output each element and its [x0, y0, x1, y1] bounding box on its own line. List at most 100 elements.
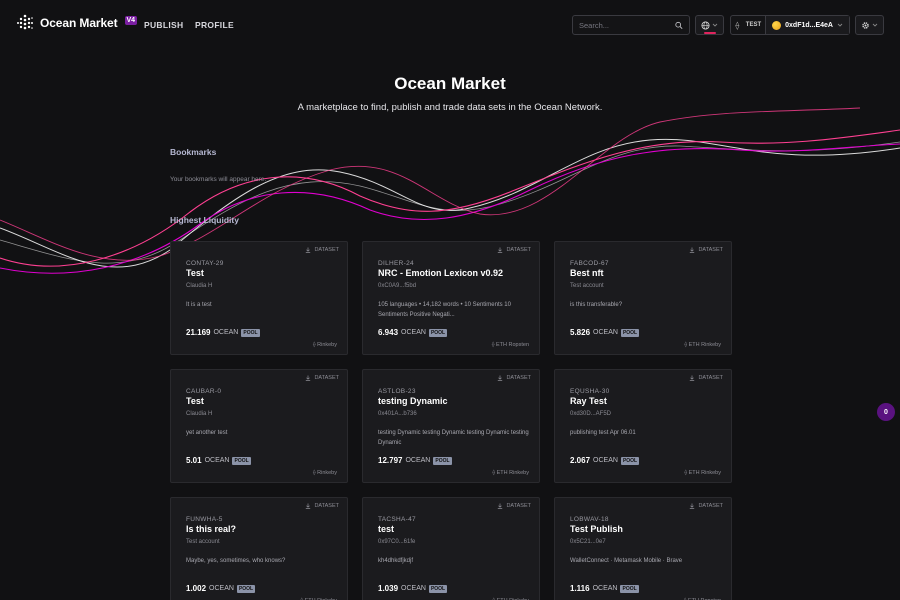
top-navigation-bar: Ocean Market V4 PUBLISH PROFILE ⟠ TEST 0… [0, 0, 900, 50]
asset-title[interactable]: NRC - Emotion Lexicon v0.92 [378, 268, 504, 278]
network-name: ETH Ropsten [688, 598, 721, 600]
download-icon [690, 247, 695, 253]
asset-type-label: DATASET [497, 247, 531, 253]
asset-type-label: DATASET [305, 247, 339, 253]
nav-publish[interactable]: PUBLISH [144, 20, 184, 30]
price-value: 1.116 [570, 584, 590, 593]
price-currency: OCEAN [405, 457, 431, 464]
asset-type: DATASET [314, 375, 339, 381]
datatoken-symbol: DILHER-24 [378, 260, 414, 267]
ethereum-icon: ⟠ [492, 470, 497, 476]
asset-price: 6.943 OCEAN POOL [378, 328, 448, 337]
network-label: ⟠ ETH Rinkeby [492, 598, 529, 600]
download-icon [498, 375, 503, 381]
notification-badge[interactable]: 0 [877, 403, 895, 421]
datatoken-symbol: FABCOD-67 [570, 260, 609, 267]
datatoken-symbol: TACSHA-47 [378, 516, 416, 523]
asset-card[interactable]: DATASET CONTAY-29 Test Claudia H It is a tes… [170, 241, 348, 355]
asset-owner: 0xd30D...AF5D [570, 411, 612, 417]
ethereum-icon: ⟠ [312, 342, 318, 348]
datatoken-symbol: EQUSHA-30 [570, 388, 610, 395]
asset-card[interactable]: DATASET EQUSHA-30 Ray Test 0xd30D...AF5D pub… [554, 369, 732, 483]
asset-owner: Test account [570, 283, 604, 289]
price-currency: OCEAN [401, 329, 426, 336]
asset-title[interactable]: Best nft [570, 268, 604, 278]
datatoken-symbol: FUNWHA-5 [186, 516, 223, 523]
ocean-logo-icon [17, 14, 33, 30]
asset-title[interactable]: Is this real? [186, 524, 237, 534]
asset-type-label: DATASET [305, 503, 339, 509]
network-name: ETH Rinkeby [305, 598, 337, 600]
search-box [572, 15, 690, 35]
asset-owner: 0x5C21...0e7 [570, 539, 606, 545]
network-label: ⟠ ETH Rinkeby [684, 342, 721, 348]
network-label: ⟠ ETH Rinkeby [492, 470, 529, 476]
asset-card[interactable]: DATASET FABCOD-67 Best nft Test account is t… [554, 241, 732, 355]
search-icon[interactable] [675, 21, 683, 30]
asset-type-label: DATASET [689, 503, 723, 509]
search-input[interactable] [579, 20, 675, 30]
asset-title[interactable]: testing Dynamic [378, 396, 448, 406]
asset-description: WalletConnect · Metamask Mobile · Brave [570, 558, 683, 564]
page-subtitle: A marketplace to find, publish and trade… [297, 102, 603, 113]
asset-type: DATASET [506, 375, 531, 381]
asset-card[interactable]: DATASET LOBWAV-18 Test Publish 0x5C21...0e7… [554, 497, 732, 600]
price-value: 5.01 [186, 456, 202, 465]
ocean-market-logo[interactable]: Ocean Market V4 [16, 14, 138, 32]
asset-title[interactable]: test [378, 524, 395, 534]
network-indicator-bar [704, 32, 716, 34]
pool-badge: POOL [232, 456, 251, 465]
asset-type-label: DATASET [689, 247, 723, 253]
asset-title[interactable]: Test [186, 268, 204, 278]
logo-text: Ocean Market [40, 16, 118, 30]
asset-card[interactable]: DATASET ASTLOB-23 testing Dynamic 0x401A...… [362, 369, 540, 483]
network-label: ⟠ ETH Rinkeby [300, 598, 337, 600]
network-filter-button[interactable] [695, 15, 724, 35]
asset-price: 1.002 OCEAN POOL [186, 584, 256, 593]
chevron-down-icon [872, 23, 878, 27]
download-icon [498, 503, 503, 509]
asset-type: DATASET [506, 503, 531, 509]
datatoken-symbol: LOBWAV-18 [570, 516, 609, 523]
datatoken-symbol: CONTAY-29 [186, 260, 224, 267]
price-value: 12.797 [378, 456, 403, 465]
asset-description: Maybe, yes, sometimes, who knows? [186, 558, 286, 564]
download-icon [690, 375, 695, 381]
price-currency: OCEAN [593, 457, 618, 464]
asset-description: 105 languages • 14,182 words • 10 Sentim… [378, 302, 511, 318]
ethereum-icon: ⟠ [684, 342, 689, 348]
globe-icon [701, 20, 710, 30]
asset-type: DATASET [698, 375, 723, 381]
asset-price: 5.01 OCEAN POOL [186, 456, 251, 465]
ethereum-icon: ⟠ [491, 342, 496, 348]
settings-button[interactable] [855, 15, 884, 35]
asset-type: DATASET [314, 247, 339, 253]
account-button[interactable]: 0xdF1d...E4eA [765, 16, 849, 34]
asset-title[interactable]: Test [186, 396, 204, 406]
page-title: Ocean Market [394, 74, 506, 93]
network-label: ⟠ Rinkeby [313, 342, 337, 348]
wallet-widget[interactable]: ⟠ TEST 0xdF1d...E4eA [730, 15, 850, 35]
gear-icon [862, 21, 869, 29]
asset-type: DATASET [698, 247, 723, 253]
network-name: ETH Rinkeby [688, 470, 721, 476]
pool-badge: POOL [236, 584, 256, 593]
asset-type: DATASET [506, 247, 531, 253]
version-badge: V4 [124, 15, 138, 25]
asset-title[interactable]: Test Publish [570, 524, 623, 534]
ethereum-icon: ⟠ [684, 470, 689, 476]
asset-card[interactable]: DATASET TACSHA-47 test 0x97C0...61fe kh4dhkd… [362, 497, 540, 600]
asset-card[interactable]: DATASET DILHER-24 NRC - Emotion Lexicon v0… [362, 241, 540, 355]
asset-price: 2.067 OCEAN POOL [570, 456, 640, 465]
nav-profile[interactable]: PROFILE [195, 20, 234, 30]
price-value: 1.039 [378, 584, 399, 593]
network-label: ⟠ ETH Ropsten [492, 342, 529, 348]
avatar [772, 20, 782, 30]
asset-card[interactable]: DATASET CAUBAR-0 Test Claudia H yet another … [170, 369, 348, 483]
download-icon [306, 503, 311, 509]
network-name: Rinkeby [317, 470, 337, 476]
asset-card[interactable]: DATASET FUNWHA-5 Is this real? Test account… [170, 497, 348, 600]
pool-badge: POOL [620, 584, 639, 593]
price-currency: OCEAN [204, 457, 230, 464]
asset-title[interactable]: Ray Test [570, 396, 607, 406]
